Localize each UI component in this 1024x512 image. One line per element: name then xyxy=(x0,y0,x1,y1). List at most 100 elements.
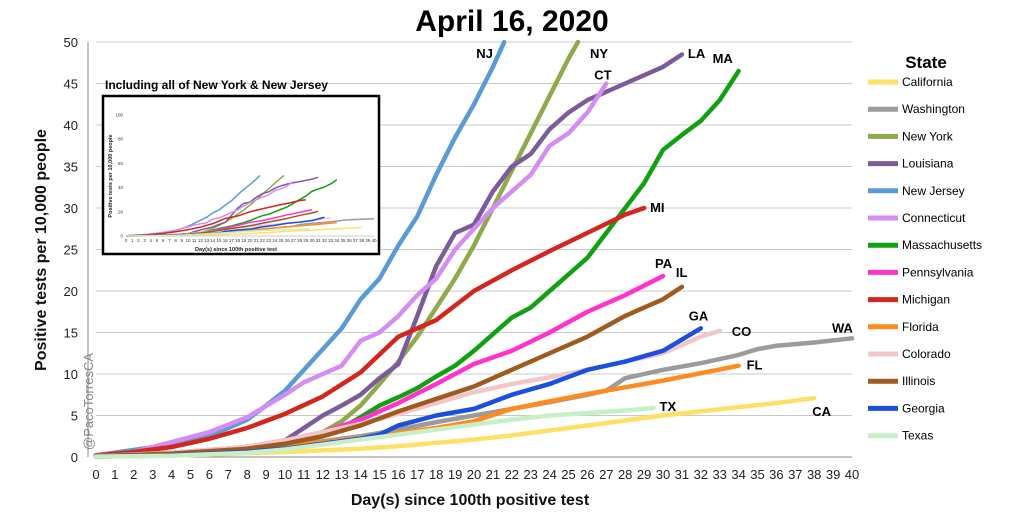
inset-x-tick-label: 21 xyxy=(254,238,260,243)
inset-x-tick-label: 15 xyxy=(216,238,222,243)
inset-x-tick-label: 8 xyxy=(174,238,177,243)
x-tick-label: 5 xyxy=(187,467,194,482)
inset-x-tick-label: 29 xyxy=(303,238,309,243)
x-tick-label: 26 xyxy=(580,467,594,482)
inset-x-tick-label: 36 xyxy=(347,238,353,243)
x-tick-label: 16 xyxy=(391,467,405,482)
x-tick-label: 13 xyxy=(334,467,348,482)
y-tick-label: 0 xyxy=(71,450,78,465)
inset-y-tick-label: 100 xyxy=(115,113,123,118)
y-tick-label: 45 xyxy=(64,77,78,92)
x-tick-label: 4 xyxy=(168,467,175,482)
legend-label: California xyxy=(902,75,953,89)
y-tick-label: 10 xyxy=(64,367,78,382)
x-tick-label: 1 xyxy=(111,467,118,482)
legend-label: Illinois xyxy=(902,374,935,388)
x-tick-label: 31 xyxy=(675,467,689,482)
inset-x-tick-label: 37 xyxy=(353,238,359,243)
inset-x-tick-label: 32 xyxy=(322,238,328,243)
x-tick-label: 24 xyxy=(542,467,556,482)
inset-x-tick-label: 33 xyxy=(328,238,334,243)
y-tick-label: 20 xyxy=(64,284,78,299)
x-tick-label: 7 xyxy=(225,467,232,482)
series-line-tx xyxy=(93,405,656,459)
x-tick-label: 38 xyxy=(807,467,821,482)
x-tick-label: 20 xyxy=(467,467,481,482)
inset-x-tick-label: 7 xyxy=(168,238,171,243)
series-label-pa: PA xyxy=(655,256,673,271)
x-tick-label: 27 xyxy=(599,467,613,482)
x-tick-label: 19 xyxy=(448,467,462,482)
series-line-la xyxy=(93,52,685,458)
inset-x-tick-label: 1 xyxy=(131,238,134,243)
inset-y-tick-label: 60 xyxy=(118,161,124,166)
x-tick-label: 29 xyxy=(637,467,651,482)
x-tick-label: 11 xyxy=(297,467,311,482)
inset-series-line xyxy=(125,176,319,237)
inset-x-tick-label: 6 xyxy=(162,238,165,243)
inset-x-tick-label: 18 xyxy=(235,238,241,243)
series-line-pa xyxy=(93,273,666,459)
inset-chart: Including all of New York & New Jersey D… xyxy=(101,78,381,256)
series-label-wa: WA xyxy=(832,320,854,335)
x-tick-label: 0 xyxy=(92,467,99,482)
x-tick-label: 18 xyxy=(429,467,443,482)
inset-x-tick-label: 4 xyxy=(150,238,153,243)
legend-label: Michigan xyxy=(902,293,950,307)
inset-x-tick-label: 20 xyxy=(247,238,253,243)
series-label-il: IL xyxy=(676,265,688,280)
series-label-co: CO xyxy=(732,324,752,339)
y-tick-label: 50 xyxy=(64,35,78,50)
x-tick-label: 12 xyxy=(316,467,330,482)
x-tick-label: 17 xyxy=(410,467,424,482)
inset-x-tick-label: 3 xyxy=(143,238,146,243)
x-tick-label: 34 xyxy=(731,467,745,482)
legend-label: Massachusetts xyxy=(902,238,982,252)
legend-label: Georgia xyxy=(902,401,945,415)
inset-x-tick-label: 12 xyxy=(198,238,204,243)
legend-label: Connecticut xyxy=(902,211,966,225)
legend-label: New Jersey xyxy=(902,184,965,198)
inset-x-tick-label: 30 xyxy=(309,238,315,243)
legend-label: Colorado xyxy=(902,347,951,361)
legend-title: State xyxy=(905,53,947,72)
x-tick-label: 28 xyxy=(618,467,632,482)
inset-x-tick-label: 40 xyxy=(371,238,377,243)
legend-label: Texas xyxy=(902,429,933,443)
legend-label: Louisiana xyxy=(902,157,954,171)
y-tick-label: 30 xyxy=(64,201,78,216)
inset-series-line xyxy=(125,228,309,237)
x-tick-label: 25 xyxy=(561,467,575,482)
x-tick-label: 21 xyxy=(486,467,500,482)
watermark: @PacoTorresCA xyxy=(81,353,96,450)
inset-x-tick-label: 24 xyxy=(272,238,278,243)
inset-title: Including all of New York & New Jersey xyxy=(105,78,328,92)
series-label-ga: GA xyxy=(689,308,709,323)
series-line-ct xyxy=(93,81,609,458)
x-tick-label: 22 xyxy=(505,467,519,482)
x-tick-label: 2 xyxy=(130,467,137,482)
x-tick-label: 3 xyxy=(149,467,156,482)
inset-x-tick-label: 35 xyxy=(340,238,346,243)
y-axis-label: Positive tests per 10,000 people xyxy=(33,129,50,371)
inset-x-tick-label: 38 xyxy=(359,238,365,243)
series-label-ma: MA xyxy=(713,51,734,66)
inset-x-tick-label: 0 xyxy=(125,238,128,243)
series-label-nj: NJ xyxy=(476,46,493,61)
series-label-tx: TX xyxy=(660,399,677,414)
legend-items: California Washington New York Louisiana New… xyxy=(868,75,982,443)
series-label-ny: NY xyxy=(590,46,608,61)
y-tick-label: 5 xyxy=(71,409,78,424)
x-tick-label: 40 xyxy=(845,467,859,482)
inset-x-tick-label: 31 xyxy=(316,238,322,243)
legend-label: New York xyxy=(902,129,954,143)
x-tick-label: 23 xyxy=(523,467,537,482)
inset-y-tick-label: 0 xyxy=(120,234,123,239)
inset-x-tick-label: 9 xyxy=(181,238,184,243)
series-label-ca: CA xyxy=(812,404,831,419)
x-tick-label: 36 xyxy=(769,467,783,482)
inset-series-line xyxy=(125,198,306,237)
x-tick-label: 10 xyxy=(278,467,292,482)
x-tick-label: 37 xyxy=(788,467,802,482)
series-label-ct: CT xyxy=(594,68,611,83)
